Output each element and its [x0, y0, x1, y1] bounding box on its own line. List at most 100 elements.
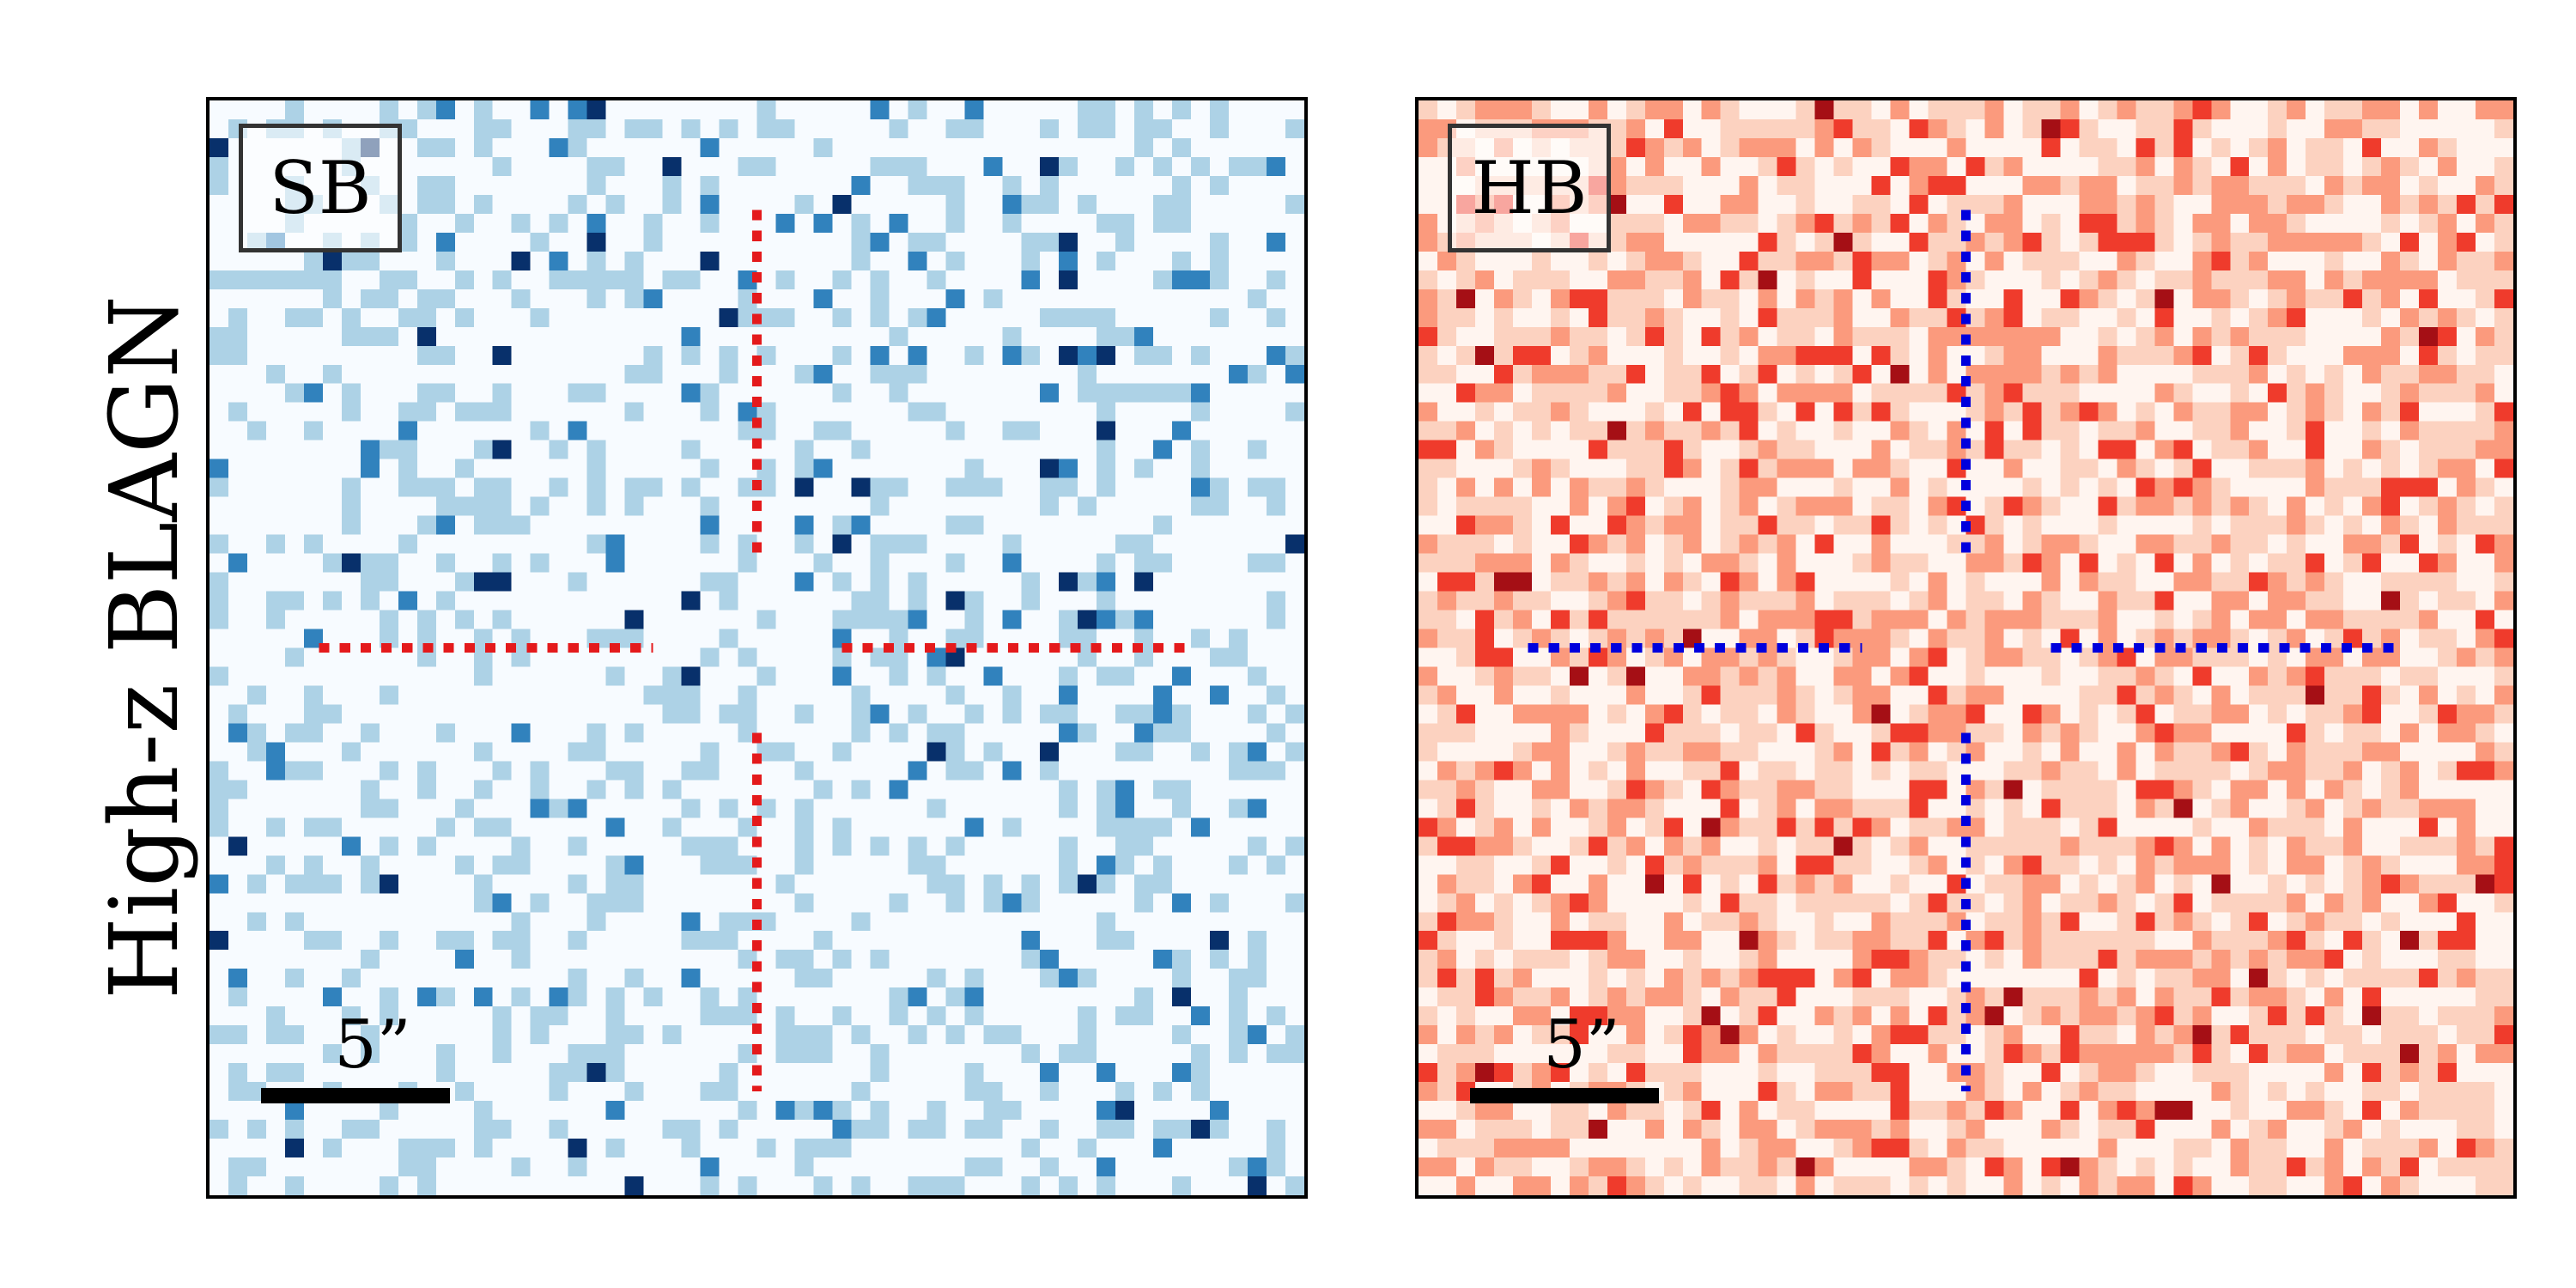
pixel-cell — [1644, 270, 1665, 290]
pixel-cell — [1814, 421, 1835, 441]
pixel-cell — [303, 666, 324, 686]
pixel-cell — [1134, 950, 1154, 969]
pixel-cell — [2136, 232, 2155, 252]
pixel-cell — [1852, 232, 1873, 252]
pixel-cell — [341, 307, 361, 328]
pixel-cell — [1021, 364, 1041, 385]
pixel-cell — [2306, 118, 2325, 139]
pixel-cell — [473, 742, 494, 762]
pixel-cell — [1191, 175, 1211, 196]
pixel-cell — [756, 610, 776, 629]
pixel-cell — [2098, 345, 2117, 366]
pixel-cell — [889, 175, 908, 196]
pixel-cell — [945, 591, 965, 611]
pixel-cell — [624, 799, 645, 818]
pixel-cell — [775, 799, 795, 818]
pixel-cell — [1267, 402, 1286, 422]
pixel-cell — [2173, 137, 2193, 158]
pixel-cell — [945, 836, 965, 856]
pixel-cell — [1210, 213, 1230, 234]
pixel-cell — [2476, 289, 2495, 309]
pixel-cell — [700, 1082, 720, 1102]
pixel-cell — [794, 289, 814, 309]
pixel-cell — [1229, 685, 1249, 705]
pixel-cell — [398, 364, 418, 385]
pixel-cell — [416, 156, 437, 177]
pixel-cell — [2192, 251, 2212, 271]
pixel-cell — [756, 194, 776, 215]
pixel-cell — [700, 118, 720, 139]
pixel-cell — [210, 232, 229, 252]
pixel-cell — [1078, 704, 1097, 724]
pixel-cell — [1191, 137, 1211, 158]
pixel-cell — [1965, 610, 1985, 629]
pixel-cell — [794, 270, 814, 290]
pixel-cell — [435, 213, 456, 234]
pixel-cell — [1021, 723, 1041, 743]
pixel-cell — [2211, 496, 2231, 517]
pixel-cell — [1777, 213, 1797, 234]
pixel-cell — [1267, 742, 1286, 762]
pixel-cell — [210, 1139, 229, 1158]
pixel-cell — [1097, 1120, 1116, 1139]
pixel-cell — [794, 421, 814, 441]
pixel-cell — [889, 289, 908, 309]
pixel-cell — [511, 1176, 532, 1195]
pixel-cell — [624, 156, 645, 177]
pixel-cell — [1059, 591, 1078, 611]
pixel-cell — [1625, 383, 1646, 404]
pixel-cell — [398, 1025, 418, 1045]
pixel-cell — [1607, 232, 1627, 252]
pixel-cell — [681, 213, 701, 234]
pixel-cell — [1021, 440, 1041, 460]
pixel-cell — [568, 572, 588, 592]
pixel-cell — [870, 364, 890, 385]
pixel-cell — [2381, 345, 2401, 366]
pixel-cell — [2362, 175, 2382, 196]
pixel-cell — [1493, 459, 1514, 479]
pixel-cell — [2060, 307, 2080, 328]
pixel-cell — [2022, 421, 2042, 441]
pixel-cell — [265, 383, 286, 404]
pixel-cell — [2003, 553, 2023, 574]
pixel-cell — [624, 1101, 645, 1121]
pixel-cell — [1455, 251, 1476, 271]
pixel-cell — [322, 1006, 343, 1026]
pixel-cell — [265, 477, 286, 498]
pixel-cell — [1795, 289, 1816, 309]
pixel-cell — [643, 289, 664, 309]
pixel-cell — [738, 1157, 757, 1177]
pixel-cell — [662, 1157, 683, 1177]
pixel-cell — [2136, 610, 2155, 629]
pixel-cell — [813, 591, 833, 611]
pixel-cell — [341, 610, 361, 629]
pixel-cell — [964, 666, 984, 686]
pixel-cell — [2249, 118, 2269, 139]
pixel-cell — [398, 723, 418, 743]
pixel-cell — [2381, 307, 2401, 328]
pixel-cell — [1191, 232, 1211, 252]
pixel-cell — [265, 1101, 286, 1121]
pixel-cell — [511, 213, 532, 234]
pixel-cell — [889, 440, 908, 460]
pixel-cell — [473, 1120, 494, 1139]
pixel-cell — [605, 459, 626, 479]
pixel-cell — [416, 572, 437, 592]
pixel-cell — [492, 1157, 513, 1177]
pixel-cell — [945, 515, 965, 536]
pixel-cell — [1153, 326, 1173, 347]
pixel-cell — [605, 950, 626, 969]
pixel-cell — [794, 855, 814, 875]
pixel-cell — [1833, 459, 1854, 479]
pixel-cell — [813, 666, 833, 686]
pixel-cell — [530, 704, 550, 724]
pixel-cell — [813, 572, 833, 592]
pixel-cell — [889, 987, 908, 1007]
pixel-cell — [398, 1157, 418, 1177]
pixel-cell — [2211, 251, 2231, 271]
pixel-cell — [1965, 213, 1985, 234]
pixel-cell — [1512, 251, 1533, 271]
pixel-cell — [775, 647, 795, 667]
pixel-cell — [1248, 1044, 1267, 1064]
pixel-cell — [964, 647, 984, 667]
